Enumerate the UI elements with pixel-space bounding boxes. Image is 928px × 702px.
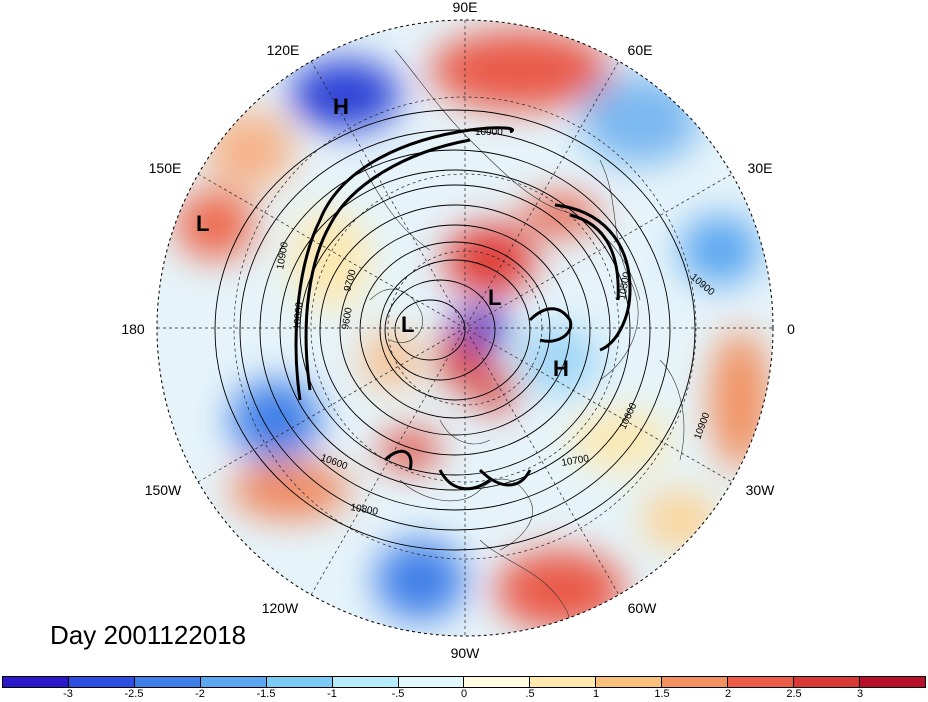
colorbar-cell [464, 677, 531, 687]
colorbar-cell [859, 677, 925, 687]
high-center-marker: H [553, 356, 569, 381]
contour-label: 9600 [340, 306, 355, 330]
lon-label-60w: 60W [628, 600, 658, 616]
colorbar-tick-label: -2.5 [124, 688, 144, 700]
lon-label-0: 0 [787, 321, 795, 337]
contour-label: 10700 [561, 453, 591, 469]
colorbar-cell [728, 677, 795, 687]
anomaly-field [157, 20, 773, 636]
colorbar-cell [530, 677, 597, 687]
colorbar-tick-label: 2.5 [786, 688, 802, 700]
colorbar-tick-label: -1 [327, 688, 337, 700]
graticule [157, 20, 773, 636]
colorbar-cell [398, 677, 465, 687]
date-title: Day 2001122018 [50, 620, 247, 650]
high-center-marker: H [333, 94, 349, 119]
colorbar-cell [596, 677, 663, 687]
lon-label-180: 180 [121, 321, 145, 337]
contour-label: 10800 [292, 301, 305, 330]
colorbar-cell [68, 677, 135, 687]
colorbar-cell [134, 677, 201, 687]
contour-label: 10900 [275, 241, 291, 271]
colorbar-tick-label: 2 [724, 688, 732, 700]
colorbar-tick-label: 1.5 [654, 688, 670, 700]
jet-contours [294, 126, 632, 491]
lon-label-60e: 60E [628, 42, 653, 58]
colorbar-tick-label: 0 [460, 688, 468, 700]
lon-label-150e: 150E [149, 160, 182, 176]
colorbar-cell [3, 677, 69, 687]
colorbar-tick-label: 1 [592, 688, 600, 700]
colorbar-cell [266, 677, 333, 687]
lon-label-120w: 120W [262, 600, 299, 616]
lon-label-30w: 30W [746, 482, 776, 498]
contour-label: 10800 [349, 502, 379, 518]
low-center-marker: L [196, 211, 209, 236]
colorbar-tick-label: -2 [195, 688, 205, 700]
colorbar-ticks: -3 -2.5 -2 -1.5 -1 -.5 0 .5 1 1.5 2 2.5 3 [2, 688, 926, 702]
low-center-marker: L [488, 285, 501, 310]
polar-map: 90E 120E 60E 150E 30E 180 0 150W 30W 120… [121, 0, 795, 661]
pressure-centers: H H L L L [196, 94, 569, 381]
lon-label-150w: 150W [145, 482, 182, 498]
colorbar-tick-label: 3 [856, 688, 864, 700]
low-center-marker: L [401, 312, 414, 337]
colorbar-tick-label: -1.5 [256, 688, 276, 700]
colorbar-cell [794, 677, 860, 687]
lon-label-90w: 90W [451, 645, 481, 661]
lon-label-120e: 120E [267, 42, 300, 58]
map-boundary [156, 19, 774, 637]
colorbar-cell [662, 677, 729, 687]
colorbar-tick-label: -3 [63, 688, 73, 700]
lon-label-30e: 30E [748, 160, 773, 176]
lon-label-90e: 90E [453, 0, 478, 15]
colorbar-tick-label: -.5 [391, 688, 405, 700]
colorbar-cell [332, 677, 399, 687]
height-contours [214, 109, 696, 551]
colorbar-cell [200, 677, 267, 687]
contour-label: 10900 [475, 127, 503, 138]
colorbar [2, 676, 926, 688]
colorbar-tick-label: .5 [525, 688, 535, 700]
contour-label: 10500 [617, 271, 633, 301]
longitude-labels: 90E 120E 60E 150E 30E 180 0 150W 30W 120… [121, 0, 795, 661]
